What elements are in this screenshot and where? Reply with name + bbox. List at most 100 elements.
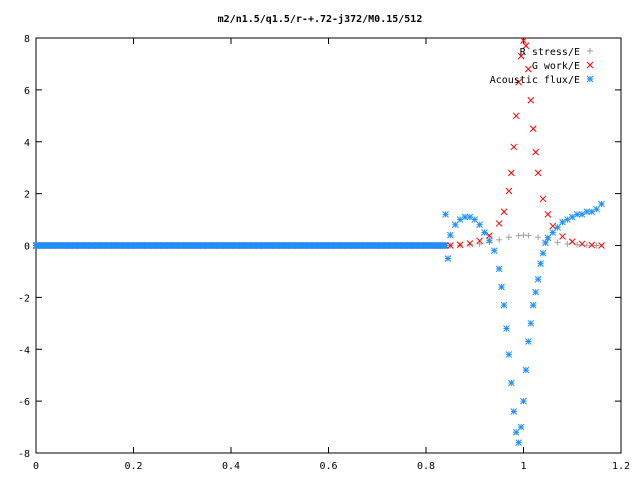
data-point: [510, 143, 518, 151]
marker-stroke: [476, 237, 483, 245]
marker-stroke: [529, 125, 537, 133]
y-tick-label: -8: [18, 449, 30, 460]
legend: R stress/E G work/E Acoustic flux/E: [490, 47, 594, 86]
data-point: [503, 325, 510, 332]
marker-stroke: [573, 211, 581, 218]
data-point: [481, 229, 488, 236]
data-point: [507, 379, 515, 387]
marker-stroke: [505, 187, 513, 195]
x-tick-label: 0: [33, 461, 39, 472]
legend-label: Acoustic flux/E: [490, 75, 580, 86]
y-tick-label: 8: [24, 34, 30, 45]
legend-label: R stress/E: [520, 47, 580, 58]
data-point: [520, 232, 527, 239]
legend-marker: [587, 48, 593, 54]
marker-stroke: [525, 338, 532, 345]
marker-stroke: [598, 200, 605, 208]
y-tick-label: -6: [18, 397, 30, 408]
data-points: [32, 37, 605, 446]
marker-stroke: [525, 65, 532, 73]
marker-stroke: [486, 236, 493, 244]
data-point: [495, 265, 503, 273]
data-point: [532, 148, 540, 156]
data-point: [578, 211, 586, 218]
marker-stroke: [495, 265, 503, 273]
data-point: [515, 232, 522, 239]
marker-stroke: [461, 213, 469, 221]
data-point: [512, 428, 520, 436]
marker-stroke: [534, 275, 542, 283]
data-point: [544, 234, 552, 242]
data-point: [598, 242, 605, 249]
x-tick-label: 0.6: [319, 461, 337, 472]
data-point: [583, 242, 590, 249]
data-point: [578, 240, 586, 248]
marker-stroke: [517, 52, 525, 60]
y-tick-label: 6: [24, 86, 30, 97]
data-point: [520, 397, 527, 405]
data-point: [442, 211, 449, 218]
marker-stroke: [559, 233, 566, 240]
data-point: [500, 301, 508, 309]
data-point: [539, 195, 547, 203]
data-point: [583, 208, 591, 216]
marker-stroke: [476, 221, 483, 229]
x-tick-label: 1.2: [612, 461, 630, 472]
data-point: [515, 439, 522, 446]
marker-stroke: [583, 208, 591, 216]
marker-stroke: [586, 61, 594, 69]
chart-title: m2/n1.5/q1.5/r-+.72-j372/M0.15/512: [218, 13, 423, 25]
x-tick-label: 0.4: [222, 461, 240, 472]
data-point: [525, 338, 532, 345]
marker-stroke: [517, 423, 525, 431]
data-point: [505, 187, 513, 195]
marker-stroke: [447, 231, 454, 239]
marker-stroke: [544, 234, 552, 242]
marker-stroke: [549, 229, 557, 236]
marker-stroke: [542, 239, 549, 247]
data-point: [466, 240, 474, 247]
y-tick-label: -4: [18, 345, 30, 356]
marker-stroke: [444, 255, 452, 262]
data-point: [512, 112, 520, 120]
marker-stroke: [520, 397, 527, 405]
data-point: [529, 125, 537, 133]
marker-stroke: [447, 242, 454, 249]
marker-stroke: [510, 143, 518, 151]
y-tick-label: 4: [24, 138, 30, 149]
data-point: [559, 233, 566, 240]
data-point: [593, 205, 600, 213]
marker-stroke: [578, 211, 586, 218]
marker-stroke: [529, 301, 537, 309]
marker-stroke: [532, 288, 540, 296]
data-point: [535, 234, 542, 241]
marker-stroke: [481, 229, 488, 236]
marker-stroke: [466, 240, 474, 247]
axis-ticks: 0 0.2 0.4 0.6 0.8 1 1.2 8 6 4 2 0 -2 -4 -6 -8: [18, 34, 630, 472]
data-point: [447, 231, 454, 239]
marker-stroke: [588, 208, 596, 216]
data-point: [507, 169, 515, 177]
data-point: [500, 208, 508, 216]
data-point: [573, 211, 581, 218]
marker-stroke: [527, 96, 535, 104]
data-point: [532, 288, 540, 296]
data-point: [517, 423, 525, 431]
x-tick-label: 1: [520, 461, 526, 472]
marker-stroke: [539, 195, 547, 203]
data-point: [466, 241, 473, 248]
data-point: [447, 242, 454, 249]
marker-stroke: [512, 428, 520, 436]
data-point: [490, 247, 498, 255]
marker-stroke: [498, 283, 505, 291]
data-point: [588, 241, 596, 249]
data-point: [476, 237, 483, 245]
data-point: [522, 366, 530, 374]
data-point: [539, 249, 547, 257]
marker-stroke: [510, 408, 518, 415]
data-point: [549, 229, 557, 236]
marker-stroke: [578, 240, 586, 248]
data-point: [554, 239, 561, 246]
data-point: [549, 222, 557, 230]
marker-stroke: [534, 169, 542, 177]
